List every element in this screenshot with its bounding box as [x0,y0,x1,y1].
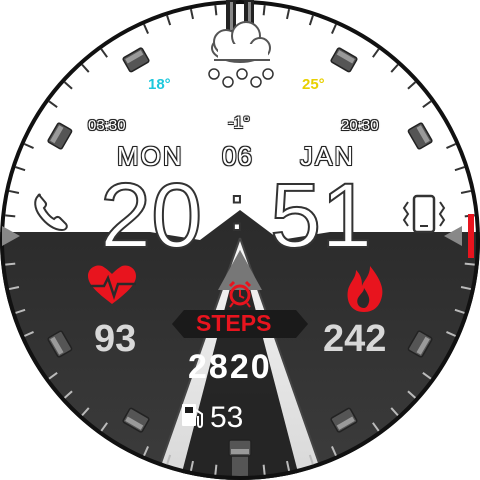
center-pointer [218,250,262,290]
hour-marker [407,122,433,150]
hour-marker [122,47,150,73]
steps-value: 2820 [188,348,272,386]
time-minutes: 51 [269,165,373,267]
snow-cloud-icon[interactable] [208,21,274,88]
minute-tick [5,214,16,218]
minute-tick [143,23,149,34]
hour-marker [330,407,358,433]
temp-high: 25° [302,76,325,93]
minute-tick [48,100,58,108]
minute-tick [372,422,380,432]
steps-label: STEPS [196,310,272,336]
right-triangle [444,226,462,246]
hour-marker [47,330,73,358]
minute-tick [454,166,465,172]
minute-tick [189,8,194,20]
minute-tick [464,262,475,266]
minute-tick [214,464,218,475]
minute-tick [48,372,58,380]
minute-tick [100,422,108,432]
minute-tick [446,331,457,337]
time-hours: 20 [99,165,203,267]
minute-tick [407,81,417,90]
center-chevron [180,250,300,480]
minute-tick [390,63,399,73]
minute-tick [262,464,266,475]
minute-tick [331,23,337,34]
calories-value: 242 [323,318,387,360]
heart-rate-value: 93 [94,318,137,360]
minute-tick [15,166,26,172]
minute-tick [143,446,149,457]
phone-icon[interactable] [34,193,68,232]
minute-tick [63,390,73,399]
minute-tick [189,460,194,472]
minute-tick [460,286,472,291]
minute-tick [460,189,472,194]
weekday: MON [117,141,184,171]
minute-tick [8,286,20,291]
hour-marker [407,330,433,358]
minute-tick [5,262,16,266]
hour-marker [122,407,150,433]
minute-tick [331,446,337,457]
hour-marker [330,47,358,73]
minute-tick [422,372,432,380]
right-red-marker [468,214,474,258]
sunrise-time: 03:30 [88,117,126,134]
minute-tick [308,454,314,465]
flame-icon[interactable] [347,266,383,312]
minute-tick [286,460,291,472]
minute-tick [214,5,218,16]
left-triangle [2,226,20,246]
battery-value: 53 [210,401,244,434]
day-of-month: 06 [222,141,253,171]
steps-label-bar [172,310,308,338]
phone-vibrate-icon[interactable] [402,194,446,234]
minute-tick [286,8,291,20]
minute-tick [8,189,20,194]
hour-markers [47,47,433,457]
hour-marker [228,439,252,457]
month: JAN [300,141,356,171]
minute-tick [390,407,399,417]
minute-tick [15,308,26,314]
minute-tick [23,143,34,149]
minute-tick [372,48,380,58]
temp-now: -1° [228,113,250,132]
minute-tick [407,390,417,399]
fuel-pump-icon[interactable] [182,404,203,428]
minute-tick [23,331,34,337]
sunset-time: 20:30 [341,117,379,134]
minute-tick [308,15,314,26]
hour-marker [47,122,73,150]
minute-tick [454,308,465,314]
minute-tick [81,407,90,417]
minute-tick [422,100,432,108]
minute-tick [81,63,90,73]
heart-pulse-icon[interactable] [88,265,136,304]
minute-tick [100,48,108,58]
minute-tick [63,81,73,90]
temp-low: 18° [148,76,171,93]
minute-tick [166,15,172,26]
time-separator: : [227,172,247,244]
alarm-clock-icon[interactable] [228,280,252,308]
minute-tick [166,454,172,465]
minute-tick [262,5,266,16]
minute-tick [446,143,457,149]
